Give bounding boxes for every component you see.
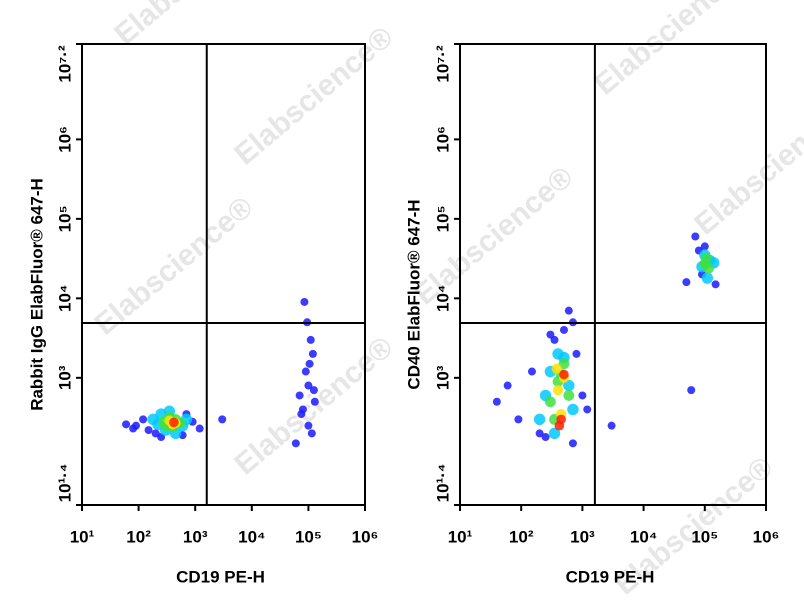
data-point	[563, 379, 575, 392]
data-point	[682, 278, 691, 287]
y-tick-label: 10⁷·²	[433, 45, 452, 83]
data-point	[552, 385, 564, 396]
x-axis-label: CD19 PE-H	[566, 567, 655, 586]
data-point	[563, 390, 575, 401]
y-axis-label: CD40 ElabFluor® 647-H	[404, 199, 423, 389]
data-point	[564, 306, 573, 315]
data-point	[304, 421, 313, 430]
data-point	[308, 349, 317, 358]
y-tick-label: 10⁴	[433, 285, 452, 312]
data-point	[687, 386, 696, 395]
data-point	[533, 413, 546, 426]
data-point	[503, 381, 512, 390]
data-point	[568, 439, 577, 448]
x-tick-label: 10²	[509, 527, 534, 546]
x-tick-label: 10¹	[448, 527, 473, 546]
data-point	[558, 358, 570, 370]
data-point	[218, 415, 227, 424]
y-tick-label: 10¹·⁴	[55, 464, 74, 503]
data-point	[551, 363, 562, 374]
data-point	[169, 417, 179, 428]
data-point	[607, 421, 616, 430]
data-point	[291, 439, 300, 448]
data-point	[554, 420, 565, 431]
y-tick-label: 10¹·⁴	[433, 464, 452, 503]
data-point	[700, 242, 709, 251]
plot: 10¹ 10² 10³ 10⁴ 10⁵ 10⁶ 10¹·⁴ 10³ 10⁴ 10⁵ 10⁶ 10⁷·²…	[404, 43, 780, 586]
data-point	[583, 405, 592, 414]
y-tick-label: 10⁶	[433, 126, 452, 153]
x-tick-label: 10⁵	[691, 527, 718, 546]
data-point	[514, 415, 523, 424]
data-point	[492, 397, 501, 406]
data-point	[701, 272, 714, 284]
data-point	[129, 424, 138, 433]
data-point	[572, 349, 581, 358]
data-point	[306, 335, 315, 344]
y-axis-label: Rabbit IgG ElabFluor® 647-H	[27, 178, 46, 411]
plot: 10¹ 10² 10³ 10⁴ 10⁵ 10⁶ 10¹·⁴ 10³ 10⁴ 10⁵ 10⁶ 10⁷·²…	[27, 43, 379, 586]
data-point	[578, 391, 587, 400]
data-point	[541, 433, 550, 442]
watermark: Elabscience®	[688, 90, 804, 241]
data-point	[305, 359, 314, 368]
data-point	[700, 252, 712, 264]
data-point	[295, 391, 304, 400]
x-tick-label: 10¹	[70, 527, 95, 546]
data-point	[307, 429, 316, 438]
data-point	[300, 297, 309, 306]
y-tick-label: 10⁶	[55, 126, 74, 153]
x-tick-label: 10⁶	[352, 527, 379, 546]
data-point	[527, 367, 536, 376]
plot-frame	[81, 43, 366, 506]
data-point	[703, 262, 714, 274]
data-point	[301, 367, 310, 376]
data-point	[535, 429, 544, 438]
x-tick-label: 10³	[570, 527, 595, 546]
x-tick-label: 10⁵	[295, 527, 322, 546]
y-tick-label: 10³	[433, 365, 452, 390]
data-point	[122, 420, 131, 429]
data-point	[139, 415, 148, 424]
data-point	[691, 232, 700, 241]
data-point	[559, 369, 569, 380]
data-point	[559, 325, 568, 334]
data-point	[297, 410, 306, 419]
data-point	[544, 396, 556, 408]
watermark: Elabscience®	[588, 0, 759, 101]
x-tick-label: 10⁴	[238, 527, 265, 546]
data-point	[309, 386, 318, 395]
data-point	[548, 427, 561, 440]
plot-frame	[459, 43, 767, 506]
data-point	[567, 403, 579, 416]
x-tick-label: 10⁴	[630, 527, 657, 546]
data-point	[310, 397, 319, 406]
watermark: Elabscience®	[88, 190, 259, 341]
data-point	[711, 280, 720, 289]
data-point	[195, 424, 204, 433]
x-tick-label: 10⁶	[753, 527, 780, 546]
y-tick-label: 10⁵	[433, 205, 452, 232]
y-tick-label: 10⁵	[55, 205, 74, 232]
y-tick-label: 10⁷·²	[55, 45, 74, 83]
x-axis-label: CD19 PE-H	[176, 567, 265, 586]
data-point	[304, 381, 313, 390]
data-point	[550, 335, 559, 344]
y-tick-label: 10³	[55, 365, 74, 390]
x-tick-label: 10³	[183, 527, 208, 546]
x-tick-label: 10²	[126, 527, 151, 546]
data-point	[144, 426, 153, 435]
y-tick-label: 10⁴	[55, 285, 74, 312]
